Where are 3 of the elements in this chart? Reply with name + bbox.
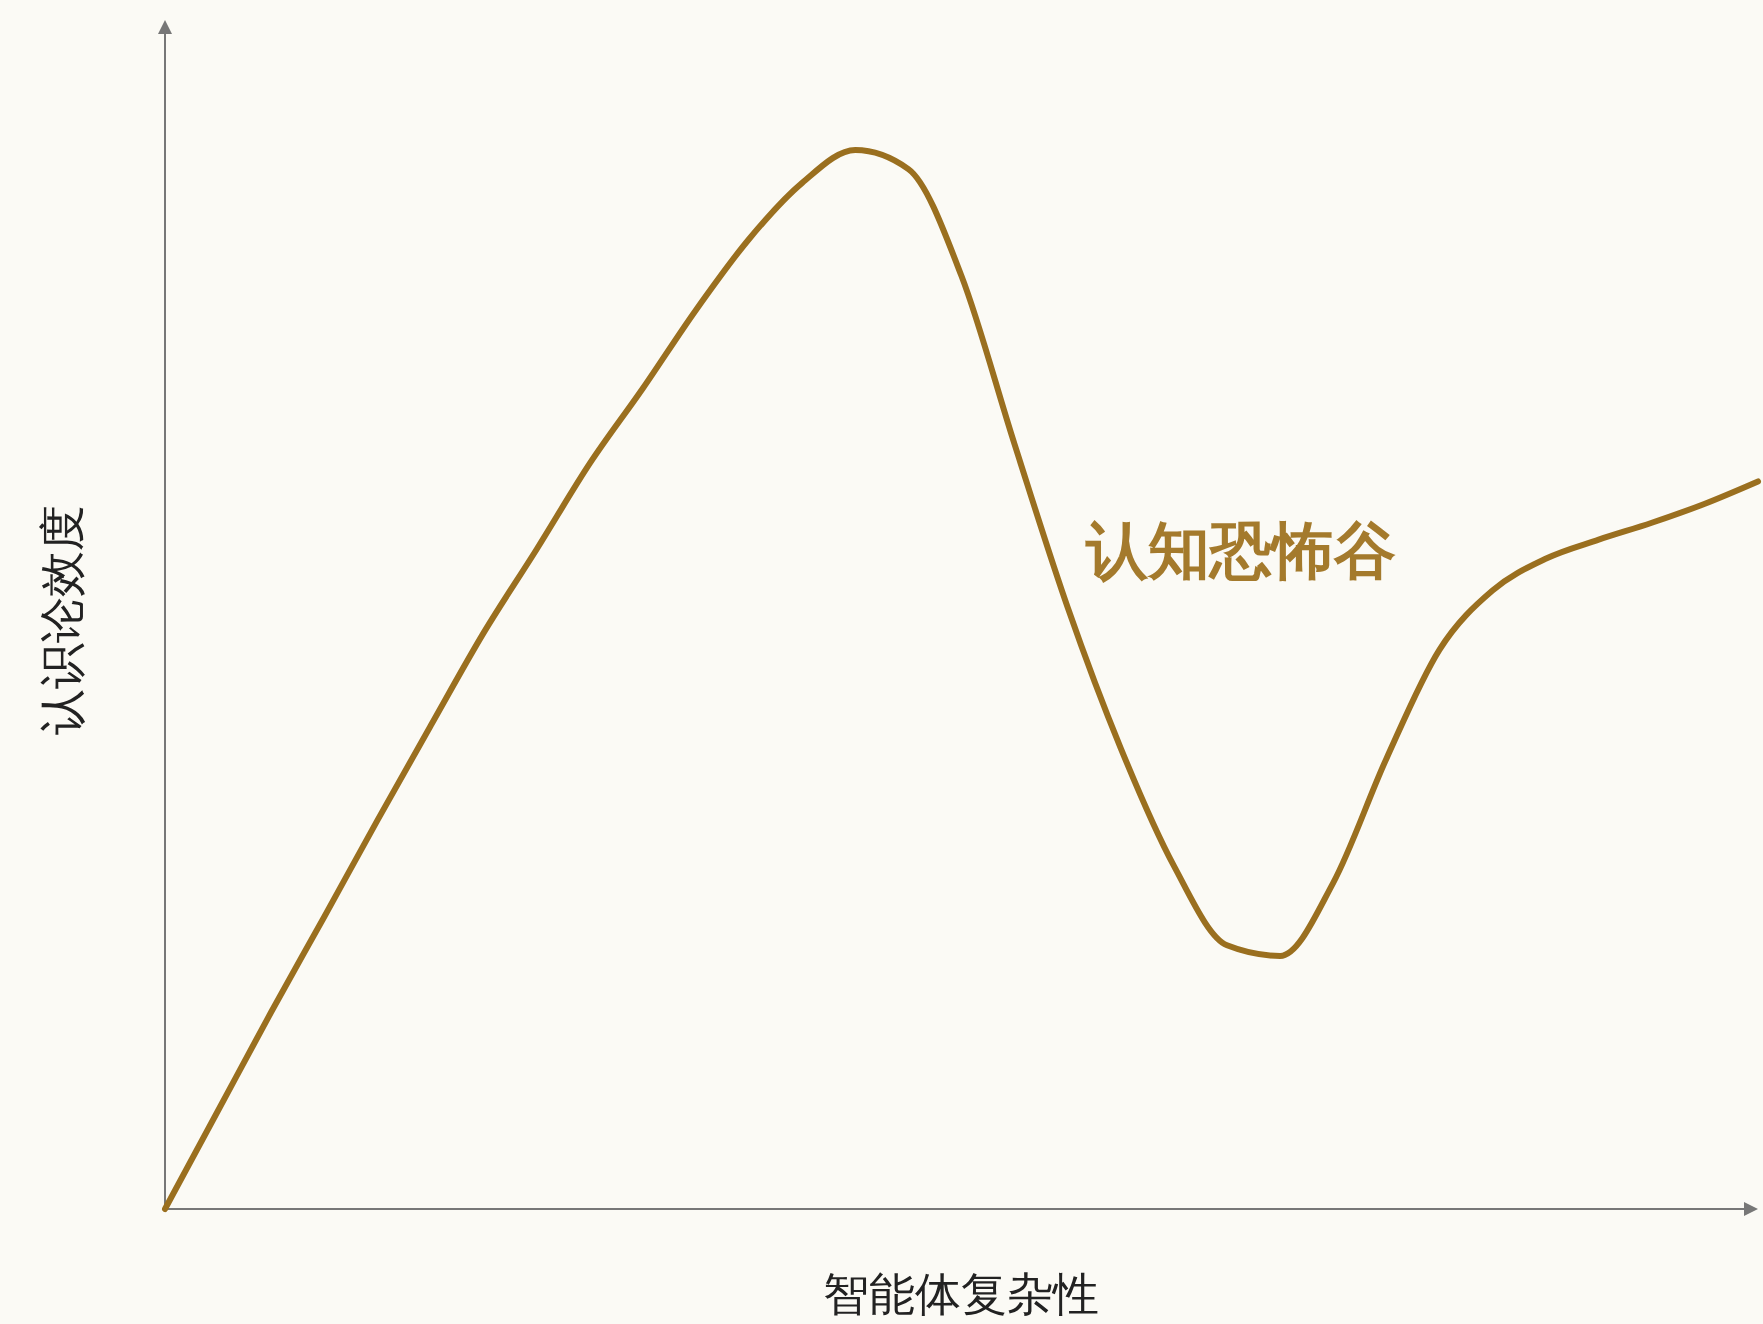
- y-axis-title: 认识论效度: [35, 505, 89, 735]
- annotation: 认知恐怖谷: [1085, 514, 1396, 587]
- x-axis-title: 智能体复杂性: [823, 1267, 1099, 1321]
